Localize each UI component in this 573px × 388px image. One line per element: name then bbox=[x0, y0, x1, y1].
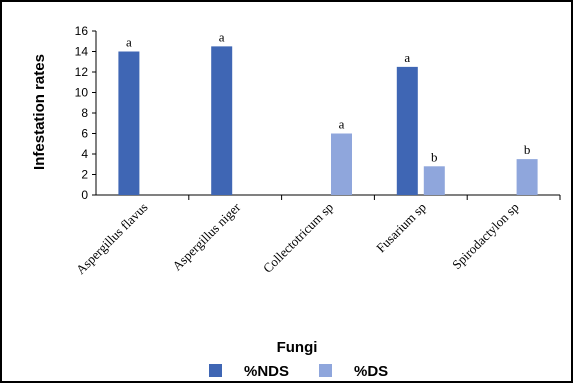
x-axis-label: Fungi bbox=[277, 339, 318, 356]
y-axis-label: Infestation rates bbox=[31, 54, 48, 170]
data-label: a bbox=[126, 35, 132, 50]
bar-ds bbox=[516, 159, 538, 195]
legend-swatch-ds bbox=[319, 364, 332, 377]
bar-nds bbox=[396, 66, 418, 195]
data-label: a bbox=[219, 29, 225, 44]
data-label: a bbox=[404, 50, 410, 65]
legend-swatch-nds bbox=[209, 364, 222, 377]
y-tick-label: 4 bbox=[81, 147, 88, 161]
data-label: b bbox=[431, 149, 438, 164]
legend-label-ds: %DS bbox=[354, 363, 388, 380]
y-tick-label: 16 bbox=[75, 24, 89, 38]
bar-ds bbox=[331, 133, 352, 195]
y-tick-label: 10 bbox=[75, 86, 89, 100]
bar-ds bbox=[423, 166, 445, 195]
data-label: b bbox=[524, 142, 531, 157]
y-tick-label: 0 bbox=[81, 188, 88, 202]
y-tick-label: 12 bbox=[75, 65, 89, 79]
y-tick-label: 14 bbox=[75, 45, 89, 59]
bar-nds bbox=[118, 51, 140, 195]
legend: %NDS %DS bbox=[209, 363, 388, 380]
legend-label-nds: %NDS bbox=[244, 363, 289, 380]
bar-nds bbox=[211, 46, 233, 195]
y-tick-label: 8 bbox=[81, 106, 88, 120]
data-label: a bbox=[339, 117, 345, 132]
y-tick-label: 2 bbox=[81, 168, 88, 182]
y-tick-label: 6 bbox=[81, 127, 88, 141]
